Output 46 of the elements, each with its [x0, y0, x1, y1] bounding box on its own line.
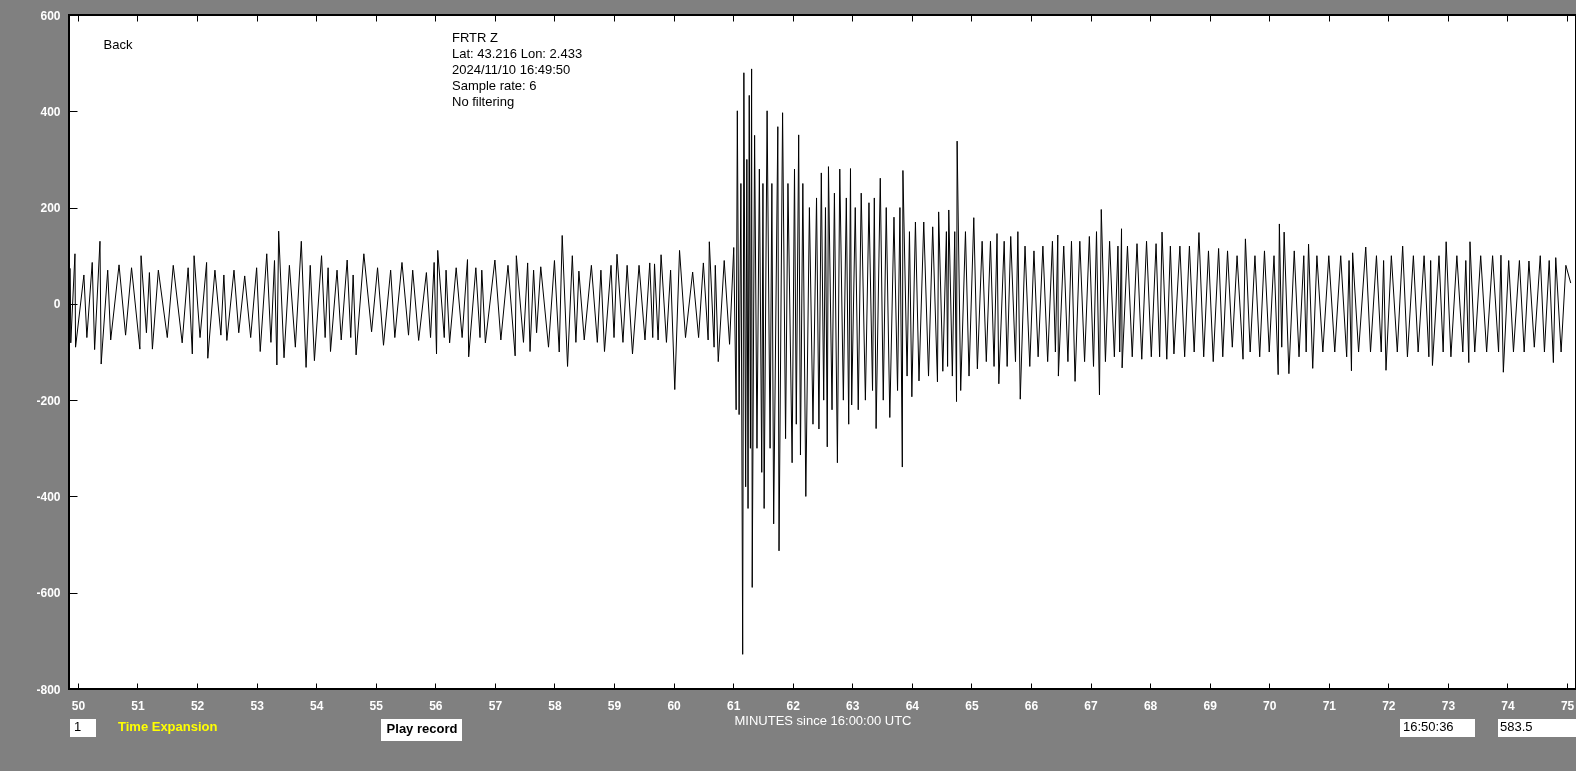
x-tick-label: 58: [548, 698, 562, 713]
x-tick-label: 54: [310, 698, 324, 713]
x-tick-label: 70: [1263, 698, 1277, 713]
annotation: Lat: 43.216 Lon: 2.433: [452, 46, 583, 61]
y-tick-label: -200: [36, 393, 61, 408]
annotation: FRTR Z: [452, 30, 499, 45]
x-tick-label: 65: [965, 698, 979, 713]
annotation: 2024/11/10 16:49:50: [452, 62, 571, 77]
y-tick-label: -600: [36, 586, 61, 601]
y-tick-label: -800: [36, 682, 61, 697]
x-tick-label: 53: [250, 698, 265, 713]
x-tick-label: 55: [369, 698, 384, 713]
x-tick-label: 60: [667, 698, 682, 713]
x-tick-label: 63: [846, 698, 860, 713]
x-tick-label: 52: [190, 698, 205, 713]
x-tick-label: 74: [1501, 698, 1515, 713]
x-tick-label: 51: [131, 698, 145, 713]
x-tick-label: 66: [1024, 698, 1039, 713]
x-tick-label: 75: [1560, 698, 1575, 713]
x-tick-label: 61: [726, 698, 741, 713]
text: 583.5: [1500, 719, 1533, 734]
text: 16:50:36: [1403, 719, 1454, 734]
x-tick-label: 68: [1143, 698, 1158, 713]
y-tick-label: -400: [36, 489, 61, 504]
text: Time Expansion: [118, 719, 218, 734]
x-tick-label: 67: [1084, 698, 1099, 713]
annotation: Back: [103, 37, 133, 52]
x-tick-label: 57: [488, 698, 503, 713]
x-tick-label: 72: [1382, 698, 1396, 713]
text: 1: [74, 719, 82, 734]
x-tick-label: 50: [71, 698, 86, 713]
x-tick-label: 59: [607, 698, 622, 713]
y-tick-label: 600: [40, 8, 61, 23]
x-tick-label: 71: [1322, 698, 1337, 713]
x-tick-label: 64: [905, 698, 920, 713]
x-tick-label: 73: [1441, 698, 1456, 713]
y-tick-label: 0: [53, 297, 61, 312]
y-tick-label: 400: [40, 104, 61, 119]
y-tick-label: 200: [40, 201, 61, 216]
x-axis-title: MINUTES since 16:00:00 UTC: [734, 712, 912, 728]
x-tick-label: 69: [1203, 698, 1218, 713]
x-tick-label: 62: [786, 698, 801, 713]
annotation: Sample rate: 6: [452, 78, 537, 93]
text: Play record: [386, 721, 458, 736]
x-tick-label: 56: [429, 698, 443, 713]
annotation: No filtering: [452, 94, 515, 109]
